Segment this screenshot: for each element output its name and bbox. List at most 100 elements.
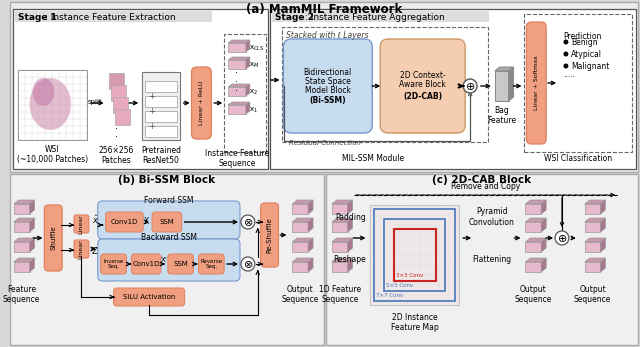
Bar (585, 242, 600, 252)
Text: Forward SSM: Forward SSM (144, 195, 193, 204)
Bar (332, 222, 348, 232)
Bar (525, 242, 541, 252)
Text: .
.
.: . . . (236, 65, 239, 93)
Text: Reverse
Seq.: Reverse Seq. (200, 259, 222, 269)
Bar (282, 27, 488, 142)
Bar (18, 70, 87, 140)
Bar (228, 105, 246, 114)
Polygon shape (29, 238, 35, 252)
Polygon shape (246, 84, 250, 96)
Text: X’: X’ (161, 257, 167, 263)
FancyBboxPatch shape (527, 22, 546, 144)
Bar (292, 262, 308, 272)
Text: Residual Connection: Residual Connection (289, 140, 362, 146)
Text: Backward SSM: Backward SSM (141, 234, 197, 243)
Text: Atypical: Atypical (571, 50, 602, 59)
Text: 1D Feature
Sequence: 1D Feature Sequence (319, 285, 361, 304)
FancyBboxPatch shape (380, 39, 465, 133)
FancyBboxPatch shape (74, 215, 89, 233)
Bar (228, 43, 246, 52)
Text: Stage 1: Stage 1 (18, 12, 56, 22)
Bar (145, 111, 177, 122)
Polygon shape (585, 258, 605, 262)
Text: Malignant: Malignant (571, 61, 609, 70)
Bar (326, 174, 638, 345)
Polygon shape (509, 67, 513, 101)
Bar (113, 97, 129, 113)
Bar (292, 204, 308, 214)
Polygon shape (308, 200, 313, 214)
Polygon shape (525, 200, 546, 204)
Text: Instance Feature
Sequence: Instance Feature Sequence (205, 149, 269, 168)
FancyBboxPatch shape (284, 39, 372, 133)
FancyBboxPatch shape (106, 212, 143, 232)
Text: (c) 2D-CAB Block: (c) 2D-CAB Block (433, 175, 532, 185)
FancyBboxPatch shape (191, 67, 211, 139)
FancyBboxPatch shape (98, 201, 240, 239)
Bar (14, 222, 29, 232)
FancyBboxPatch shape (131, 254, 161, 274)
Circle shape (563, 40, 568, 44)
Bar (585, 262, 600, 272)
Text: 256×256
Patches: 256×256 Patches (99, 146, 134, 166)
Text: Bag
Feature: Bag Feature (487, 106, 516, 125)
Text: (a) MamMIL Framework: (a) MamMIL Framework (246, 2, 402, 16)
Text: Benign: Benign (571, 37, 598, 46)
Polygon shape (292, 258, 313, 262)
Text: Padding: Padding (335, 212, 366, 221)
Bar (13, 9, 268, 169)
Text: : Instance Feature Extraction: : Instance Feature Extraction (45, 12, 176, 22)
Bar (271, 11, 489, 22)
Text: Output
Sequence: Output Sequence (574, 285, 611, 304)
Text: split: split (88, 99, 102, 105)
FancyBboxPatch shape (152, 212, 182, 232)
Polygon shape (308, 238, 313, 252)
Text: Linear + ReLU: Linear + ReLU (199, 81, 204, 125)
Text: $\oplus$: $\oplus$ (557, 232, 567, 244)
Polygon shape (525, 258, 546, 262)
Polygon shape (14, 238, 35, 242)
Bar (142, 72, 180, 140)
Text: SSM: SSM (159, 219, 174, 225)
Text: Linear: Linear (79, 214, 83, 234)
Text: 3×3 Conv: 3×3 Conv (396, 273, 423, 278)
Polygon shape (525, 238, 546, 242)
Polygon shape (29, 200, 35, 214)
Text: Conv1D: Conv1D (111, 219, 138, 225)
Bar (224, 34, 266, 152)
Polygon shape (600, 238, 605, 252)
Polygon shape (14, 218, 35, 222)
Text: WSI Classification: WSI Classification (544, 154, 612, 163)
Text: Linear + Softmax: Linear + Softmax (534, 56, 539, 110)
Text: x$_{CLS}$: x$_{CLS}$ (249, 43, 264, 53)
Text: State Space: State Space (305, 76, 351, 85)
Polygon shape (228, 84, 250, 87)
Polygon shape (29, 218, 35, 232)
Polygon shape (585, 200, 605, 204)
Polygon shape (348, 238, 353, 252)
FancyBboxPatch shape (44, 205, 62, 271)
Text: Feature
Sequence: Feature Sequence (3, 285, 40, 304)
Text: Stacked with ℓ Layers: Stacked with ℓ Layers (286, 31, 369, 40)
Text: 7×7 Conv: 7×7 Conv (376, 293, 403, 298)
Polygon shape (525, 218, 546, 222)
Text: MIL-SSM Module: MIL-SSM Module (342, 154, 404, 163)
Polygon shape (246, 57, 250, 69)
Bar (292, 222, 308, 232)
Text: Shuffle: Shuffle (51, 226, 56, 250)
Text: Pretrained
ResNet50: Pretrained ResNet50 (141, 146, 181, 166)
Polygon shape (332, 238, 353, 242)
Ellipse shape (33, 78, 54, 106)
Text: Output
Sequence: Output Sequence (282, 285, 319, 304)
Bar (332, 262, 348, 272)
FancyBboxPatch shape (74, 240, 89, 258)
Text: Model Block: Model Block (305, 85, 351, 94)
Bar (145, 81, 177, 92)
FancyBboxPatch shape (198, 254, 224, 274)
Bar (332, 204, 348, 214)
Polygon shape (292, 218, 313, 222)
Polygon shape (600, 200, 605, 214)
Text: Conv1D: Conv1D (132, 261, 160, 267)
Bar (525, 222, 541, 232)
Bar (374, 209, 455, 301)
